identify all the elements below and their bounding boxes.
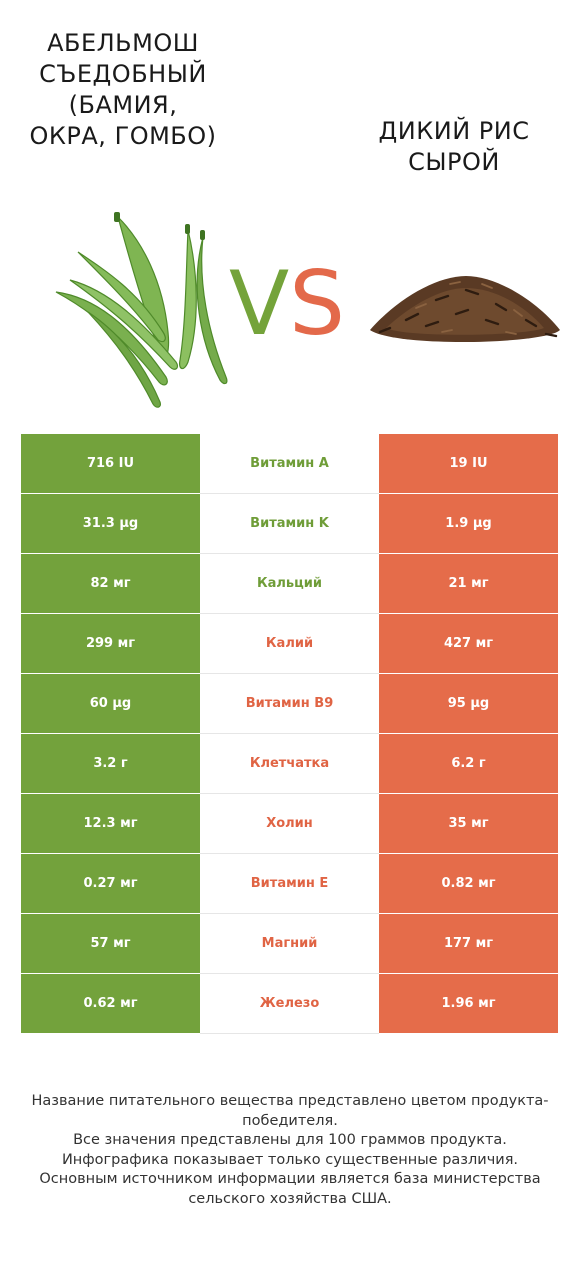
- wild-rice-pile-icon: [370, 276, 560, 343]
- right-value: 21 мг: [379, 554, 558, 614]
- nutrient-name: Витамин B9: [200, 674, 379, 734]
- left-value: 299 мг: [21, 614, 200, 674]
- nutrient-name: Клетчатка: [200, 734, 379, 794]
- footer-line: Основным источником информации является …: [39, 1171, 541, 1207]
- left-value: 60 µg: [21, 674, 200, 734]
- right-value: 427 мг: [379, 614, 558, 674]
- right-value: 1.96 мг: [379, 974, 558, 1034]
- nutrient-name: Магний: [200, 914, 379, 974]
- vs-label: VS: [222, 254, 352, 354]
- nutrient-name: Витамин K: [200, 494, 379, 554]
- footer-line: Инфографика показывает только существенн…: [61, 1151, 519, 1168]
- left-value: 12.3 мг: [21, 794, 200, 854]
- left-value: 31.3 µg: [21, 494, 200, 554]
- okra-pods-icon: [55, 212, 228, 408]
- table-row: 716 IU Витамин A 19 IU: [21, 434, 558, 494]
- nutrient-name: Кальций: [200, 554, 379, 614]
- footer-line: Все значения представлены для 100 граммо…: [73, 1132, 507, 1148]
- table-row: 3.2 г Клетчатка 6.2 г: [21, 734, 558, 794]
- right-value: 6.2 г: [379, 734, 558, 794]
- right-value: 35 мг: [379, 794, 558, 854]
- right-value: 177 мг: [379, 914, 558, 974]
- vs-v-letter: V: [228, 252, 290, 355]
- footer-line: Название питательного вещества представл…: [31, 1093, 549, 1129]
- table-row: 299 мг Калий 427 мг: [21, 614, 558, 674]
- comparison-table: 716 IU Витамин A 19 IU 31.3 µg Витамин K 1.9 …: [21, 434, 558, 1034]
- nutrient-name: Железо: [200, 974, 379, 1034]
- left-product-title: Абельмош съедобный (бамия, окра, гомбо): [29, 29, 217, 150]
- left-value: 57 мг: [21, 914, 200, 974]
- right-value: 19 IU: [379, 434, 558, 494]
- table-row: 82 мг Кальций 21 мг: [21, 554, 558, 614]
- left-value: 82 мг: [21, 554, 200, 614]
- vs-s-letter: S: [289, 252, 346, 355]
- right-value: 1.9 µg: [379, 494, 558, 554]
- left-value: 3.2 г: [21, 734, 200, 794]
- footer-notes: Название питательного вещества представл…: [20, 1092, 560, 1209]
- right-product-title: Дикий рис сырой: [378, 117, 530, 176]
- table-row: 12.3 мг Холин 35 мг: [21, 794, 558, 854]
- table-row: 0.62 мг Железо 1.96 мг: [21, 974, 558, 1034]
- table-row: 31.3 µg Витамин K 1.9 µg: [21, 494, 558, 554]
- right-value: 0.82 мг: [379, 854, 558, 914]
- nutrient-name: Калий: [200, 614, 379, 674]
- nutrient-name: Витамин E: [200, 854, 379, 914]
- right-value: 95 µg: [379, 674, 558, 734]
- left-value: 0.27 мг: [21, 854, 200, 914]
- nutrient-name: Холин: [200, 794, 379, 854]
- left-value: 0.62 мг: [21, 974, 200, 1034]
- table-row: 60 µg Витамин B9 95 µg: [21, 674, 558, 734]
- nutrient-name: Витамин A: [200, 434, 379, 494]
- table-row: 57 мг Магний 177 мг: [21, 914, 558, 974]
- left-value: 716 IU: [21, 434, 200, 494]
- table-row: 0.27 мг Витамин E 0.82 мг: [21, 854, 558, 914]
